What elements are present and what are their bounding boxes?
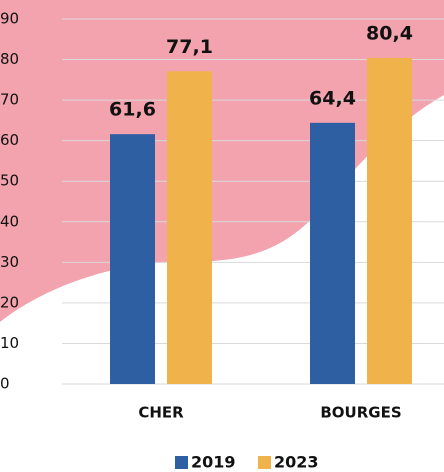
y-tick-label: 30 bbox=[0, 253, 19, 271]
y-tick-label: 70 bbox=[0, 91, 19, 109]
value-label: 61,6 bbox=[109, 99, 156, 121]
bar bbox=[167, 71, 212, 385]
y-tick-label: 20 bbox=[0, 293, 19, 311]
y-tick-label: 40 bbox=[0, 212, 19, 230]
y-tick-label: 90 bbox=[0, 10, 19, 28]
bar bbox=[367, 57, 412, 384]
y-tick-label: 50 bbox=[0, 172, 19, 190]
y-tick-label: 60 bbox=[0, 131, 19, 149]
y-tick-label: 80 bbox=[0, 50, 19, 68]
bar bbox=[310, 122, 355, 385]
y-tick-label: 10 bbox=[0, 334, 19, 352]
legend-label: 2023 bbox=[274, 453, 319, 472]
legend-label: 2019 bbox=[191, 453, 236, 472]
bar bbox=[110, 134, 155, 384]
legend-swatch bbox=[175, 456, 188, 469]
x-tick-label: BOURGES bbox=[320, 404, 401, 422]
value-label: 64,4 bbox=[309, 87, 356, 109]
value-label: 77,1 bbox=[166, 36, 213, 58]
value-label: 80,4 bbox=[366, 22, 413, 44]
legend-swatch bbox=[258, 456, 271, 469]
y-tick-label: 0 bbox=[0, 375, 10, 393]
x-tick-label: CHER bbox=[138, 404, 184, 422]
